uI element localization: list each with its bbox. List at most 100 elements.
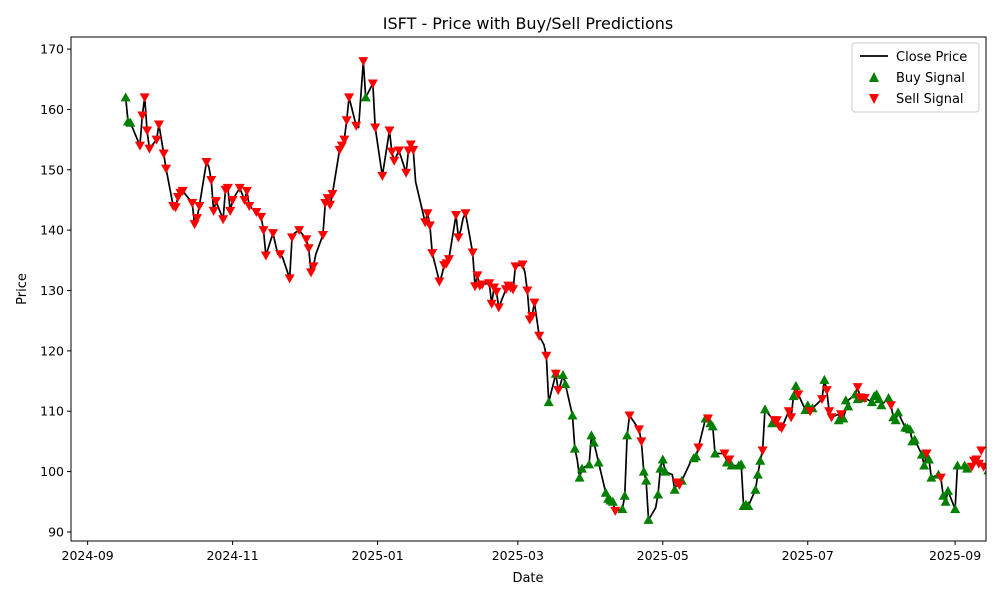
sell-signal-marker	[826, 413, 837, 423]
sell-signal-marker	[693, 443, 704, 453]
sell-signal-marker	[719, 449, 730, 459]
sell-signal-marker	[201, 157, 212, 167]
buy-signal-marker	[641, 475, 652, 485]
buy-signal-marker	[790, 380, 801, 390]
sell-signal-marker	[805, 407, 816, 417]
buy-signal-marker	[726, 460, 737, 470]
buy-signal-marker	[883, 392, 894, 402]
buy-signal-marker	[819, 374, 830, 384]
buy-signal-marker	[574, 472, 585, 482]
y-tick-label: 140	[40, 223, 64, 238]
sell-signal-marker	[367, 79, 378, 89]
sell-signal-marker	[401, 168, 412, 178]
sell-signal-marker	[472, 271, 483, 281]
sell-signal-marker	[139, 93, 150, 103]
sell-signal-marker	[467, 248, 478, 258]
x-tick-label: 2025-05	[637, 548, 689, 563]
buy-signal-marker	[586, 430, 597, 440]
sell-signal-marker	[424, 221, 435, 231]
buy-signal-marker	[904, 424, 915, 434]
sell-signal-marker	[817, 395, 828, 405]
sell-signal-marker	[351, 121, 362, 131]
buy-signal-marker	[360, 92, 371, 102]
sell-signal-marker	[144, 144, 155, 154]
sell-signal-marker	[422, 209, 433, 219]
sell-signal-marker	[306, 268, 317, 278]
buy-signal-marker	[638, 466, 649, 476]
sell-signal-marker	[674, 480, 685, 490]
buy-signal-marker	[653, 489, 664, 499]
sell-signal-marker	[757, 446, 768, 456]
buy-signal-marker	[961, 463, 972, 473]
sell-signal-marker	[177, 186, 188, 196]
sell-signal-marker	[218, 215, 229, 225]
sell-signal-marker	[327, 189, 338, 199]
sell-signal-marker	[793, 390, 804, 400]
buy-signal-marker	[909, 434, 920, 444]
sell-signal-marker	[508, 285, 519, 295]
sell-signal-marker	[210, 197, 221, 207]
sell-signal-marker	[222, 183, 233, 193]
sell-signal-marker	[724, 455, 735, 465]
sell-signal-marker	[275, 250, 286, 260]
buy-signal-marker	[876, 400, 887, 410]
buy-signal-marker	[617, 504, 628, 514]
x-tick-label: 2025-09	[929, 548, 981, 563]
legend-sell-label: Sell Signal	[896, 92, 964, 107]
y-tick-label: 130	[40, 283, 64, 298]
buy-signal-marker	[655, 463, 666, 473]
sell-signal-marker	[142, 126, 153, 136]
sell-signal-marker	[268, 229, 279, 239]
sell-signal-marker	[187, 198, 198, 208]
x-tick-label: 2024-11	[206, 548, 258, 563]
buy-signal-marker	[643, 514, 654, 524]
sell-signal-marker	[308, 262, 319, 272]
buy-signal-marker	[607, 496, 618, 506]
sell-signal-marker	[491, 287, 502, 297]
sell-signal-marker	[294, 226, 305, 236]
sell-signal-marker	[453, 233, 464, 243]
sell-signal-marker	[510, 262, 521, 272]
buy-signal-marker	[710, 448, 721, 458]
sell-signal-marker	[384, 126, 395, 136]
sell-signal-marker	[529, 298, 540, 308]
sell-signal-marker	[241, 186, 252, 196]
buy-signal-marker	[802, 400, 813, 410]
buy-signal-marker	[584, 459, 595, 469]
buy-signal-marker	[752, 469, 763, 479]
buy-signal-marker	[916, 449, 927, 459]
sell-signal-marker	[702, 414, 713, 424]
y-tick-label: 110	[40, 404, 64, 419]
buy-signal-marker	[120, 92, 131, 102]
sell-signal-marker	[137, 111, 148, 121]
sell-signal-marker	[776, 424, 787, 434]
buy-signal-marker	[919, 460, 930, 470]
x-tick-label: 2025-03	[492, 548, 544, 563]
buy-signal-marker	[691, 451, 702, 461]
buy-signal-marker	[543, 397, 554, 407]
y-tick-label: 170	[40, 42, 64, 57]
buy-signal-marker	[942, 485, 953, 495]
sell-signal-marker	[325, 200, 336, 210]
buy-signal-marker	[991, 469, 1000, 478]
sell-signal-marker	[317, 230, 328, 240]
sell-signal-marker	[973, 459, 984, 469]
sell-signal-marker	[541, 351, 552, 361]
sell-signal-marker	[189, 220, 200, 230]
sell-signal-marker	[985, 459, 986, 461]
chart-title: ISFT - Price with Buy/Sell Predictions	[383, 14, 673, 33]
sell-signal-marker	[358, 57, 369, 67]
y-tick-label: 90	[48, 524, 64, 539]
sell-signal-marker	[239, 195, 250, 205]
y-tick-label: 150	[40, 162, 64, 177]
sell-signal-marker	[460, 209, 471, 219]
sell-signal-marker	[256, 212, 267, 222]
sell-signal-marker	[208, 206, 219, 216]
sell-signal-marker	[553, 386, 564, 396]
buy-signal-marker	[788, 391, 799, 401]
buy-signal-marker	[736, 459, 747, 469]
buy-signal-marker	[926, 472, 937, 482]
sell-signal-marker	[522, 286, 533, 296]
buy-signal-marker	[950, 504, 961, 514]
sell-signal-marker	[443, 255, 454, 265]
